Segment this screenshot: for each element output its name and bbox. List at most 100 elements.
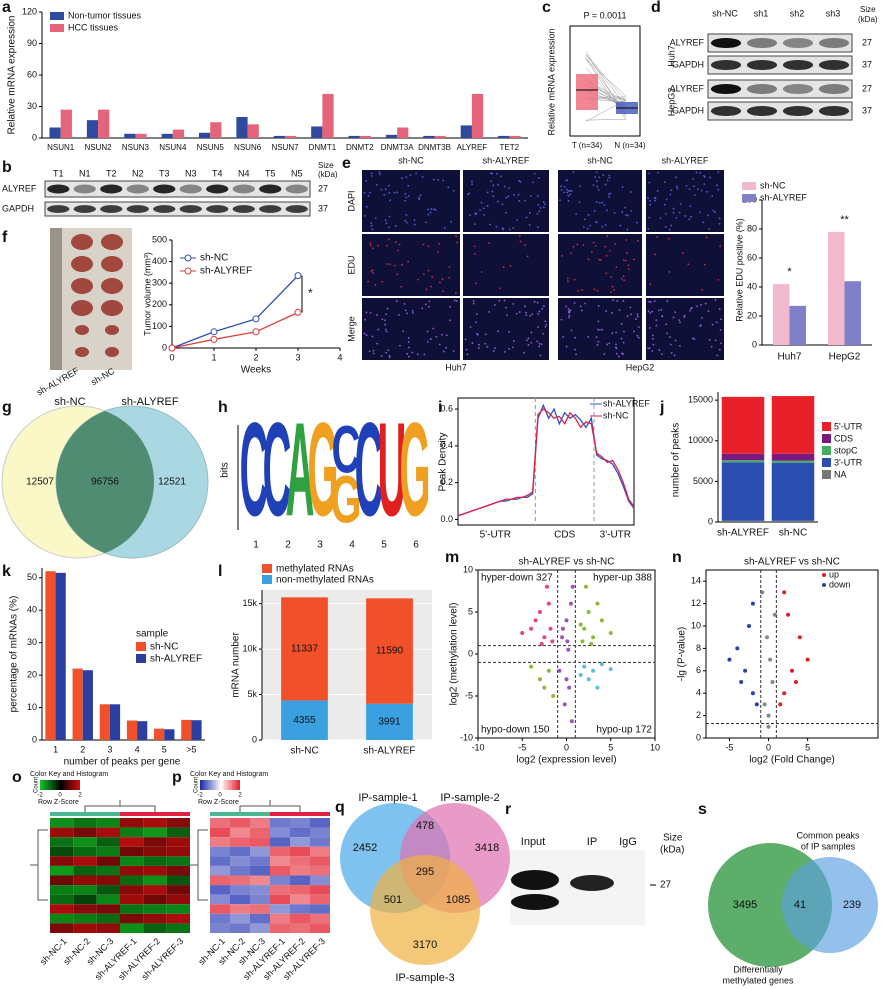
heat-cell bbox=[230, 837, 250, 847]
cell-dot bbox=[448, 265, 451, 268]
bar bbox=[273, 135, 285, 138]
label: bits bbox=[220, 462, 231, 478]
cell-dot bbox=[674, 339, 677, 342]
heat-cell bbox=[50, 827, 74, 838]
x-tick-label: NSUN5 bbox=[197, 143, 225, 152]
cell-dot bbox=[559, 199, 561, 202]
cell-dot bbox=[445, 346, 447, 349]
point bbox=[595, 601, 600, 606]
band bbox=[746, 59, 778, 71]
heat-cell bbox=[310, 875, 330, 886]
cell-dot bbox=[504, 211, 507, 214]
point bbox=[599, 618, 604, 623]
cell-dot bbox=[603, 203, 606, 206]
heat-cell bbox=[166, 865, 190, 876]
cell-dot bbox=[652, 334, 654, 337]
label: 1 bbox=[253, 540, 259, 551]
cell-dot bbox=[469, 326, 472, 328]
label: IgG bbox=[619, 836, 637, 848]
cell-dot bbox=[593, 209, 596, 212]
cell-dot bbox=[685, 184, 688, 187]
cell-dot bbox=[536, 226, 539, 228]
x-tick-label: NSUN6 bbox=[234, 143, 262, 152]
cell-dot bbox=[409, 174, 412, 176]
cell-dot bbox=[449, 319, 451, 322]
cell-dot bbox=[683, 316, 686, 318]
point bbox=[583, 584, 588, 589]
micrograph bbox=[646, 170, 724, 232]
cell-dot bbox=[703, 263, 706, 266]
dendrogram bbox=[190, 829, 208, 901]
color-key bbox=[216, 780, 218, 790]
dendrogram bbox=[30, 829, 48, 901]
heat-cell bbox=[210, 827, 230, 838]
bar bbox=[281, 597, 328, 701]
cell-dot bbox=[693, 185, 695, 188]
cell-dot bbox=[544, 320, 547, 323]
heat-cell bbox=[166, 875, 190, 886]
cell-dot bbox=[439, 281, 441, 284]
label: NA bbox=[834, 469, 847, 479]
y-tick-label: 400 bbox=[152, 256, 167, 266]
cell-dot bbox=[656, 189, 659, 192]
heat-cell bbox=[50, 913, 74, 924]
band bbox=[206, 205, 229, 213]
y-tick-label: 2 bbox=[696, 710, 701, 720]
cell-dot bbox=[672, 207, 675, 210]
label: 27 bbox=[862, 83, 872, 93]
point bbox=[564, 677, 569, 682]
heat-cell bbox=[290, 837, 310, 847]
label: methylated genes bbox=[722, 975, 794, 985]
box bbox=[576, 74, 598, 110]
cell-dot bbox=[376, 314, 378, 316]
cell-dot bbox=[627, 264, 630, 267]
cell-dot bbox=[672, 316, 675, 319]
point bbox=[586, 677, 591, 682]
cell-dot bbox=[386, 307, 389, 310]
point bbox=[582, 626, 587, 631]
cell-dot bbox=[370, 224, 373, 227]
label: 27 bbox=[660, 880, 672, 891]
x-tick-label: DNMT3A bbox=[381, 143, 415, 152]
logo-letter: G bbox=[399, 395, 430, 544]
cell-dot bbox=[403, 302, 406, 305]
bar bbox=[82, 670, 93, 740]
cell-dot bbox=[711, 195, 714, 197]
label: sh1 bbox=[754, 8, 769, 18]
label: sh-NC bbox=[54, 396, 85, 408]
label: * bbox=[787, 266, 792, 278]
cell-dot bbox=[676, 187, 679, 190]
label: T2 bbox=[106, 168, 117, 178]
point bbox=[608, 631, 613, 635]
y-tick-label: 0.6 bbox=[440, 403, 453, 413]
cell-dot bbox=[688, 188, 691, 191]
cell-dot bbox=[629, 306, 632, 309]
label: Row Z-Score bbox=[198, 799, 239, 806]
cell-dot bbox=[472, 300, 475, 302]
cell-dot bbox=[484, 342, 487, 345]
cell-dot bbox=[568, 311, 571, 314]
cell-dot bbox=[587, 258, 590, 261]
cell-dot bbox=[530, 341, 533, 344]
heat-cell bbox=[250, 904, 270, 914]
cell-dot bbox=[478, 343, 480, 346]
cell-dot bbox=[408, 355, 410, 358]
cell-dot bbox=[700, 303, 702, 306]
label: >5 bbox=[186, 744, 196, 754]
cell-dot bbox=[675, 176, 678, 179]
cell-dot bbox=[509, 264, 512, 267]
cell-dot bbox=[537, 204, 540, 206]
cell-dot bbox=[605, 254, 608, 257]
cell-dot bbox=[425, 303, 427, 306]
label: IP bbox=[587, 836, 597, 848]
heat-cell bbox=[290, 856, 310, 866]
point bbox=[551, 694, 556, 698]
cell-dot bbox=[428, 305, 430, 308]
label: 37 bbox=[318, 203, 328, 213]
panel-letter: j bbox=[659, 399, 664, 416]
cell-dot bbox=[604, 224, 607, 226]
y-tick-label: 8 bbox=[696, 643, 701, 653]
label: 5'-UTR bbox=[480, 530, 511, 541]
heat-cell bbox=[310, 904, 330, 914]
cell-dot bbox=[647, 227, 650, 230]
